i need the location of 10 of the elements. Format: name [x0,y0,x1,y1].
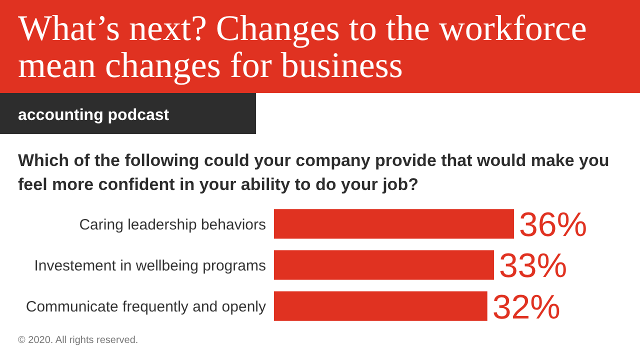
y-tick-label: Communicate frequently and openly [26,298,266,316]
text: accounting podcast [18,107,170,124]
chart-title: What’s next? Changes to the workforce mean changes for business [18,8,587,85]
y-tick-label: Investement in wellbeing programs [34,257,266,274]
y-tick-label: Caring leadership behaviors [79,216,266,234]
data-label: 36% [519,206,588,244]
text: © 2020. All rights reserved. [18,335,138,346]
data-label: 33% [499,247,568,286]
data-label: 32% [492,288,560,326]
text: Which of the following could your company provide that would make you feel more confident in your ability to do your job? [18,151,610,194]
